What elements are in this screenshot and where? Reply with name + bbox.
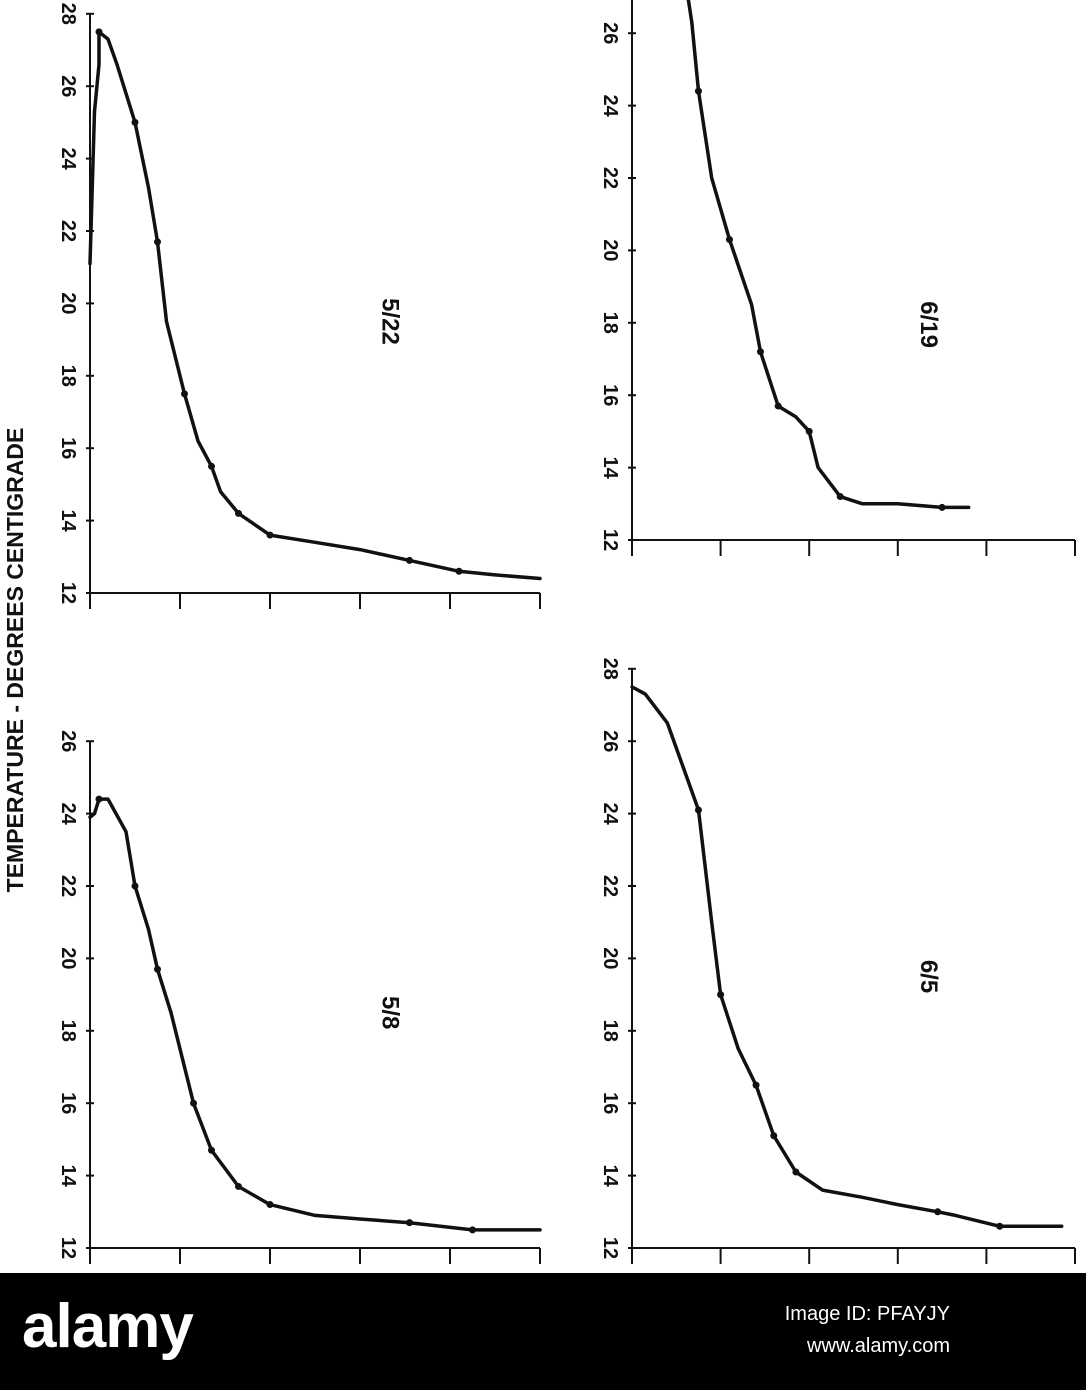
panel-date-label: 5/22 [377, 298, 404, 345]
data-point [131, 882, 139, 890]
temperature-tick-label: 24 [57, 802, 79, 825]
temperature-profile-line [630, 685, 1064, 1229]
y-axis-title: TEMPERATURE - DEGREES CENTIGRADE [2, 428, 28, 893]
data-point [934, 1208, 942, 1216]
stock-watermark-banner: alamy Image ID: PFAYJY www.alamy.com [0, 1273, 1086, 1390]
temperature-tick-label: 14 [599, 1164, 621, 1187]
data-point [996, 1222, 1004, 1230]
panel-date-label: 6/5 [915, 960, 942, 993]
data-point [694, 87, 702, 95]
temperature-tick-label: 22 [57, 875, 79, 897]
image-url-text: www.alamy.com [807, 1335, 950, 1357]
data-point [235, 509, 242, 517]
data-point [792, 1168, 800, 1176]
panel-date-label: 5/8 [377, 996, 404, 1029]
alamy-logo: alamy [22, 1292, 194, 1361]
temperature-tick-label: 20 [599, 239, 621, 261]
data-point [181, 390, 188, 398]
temperature-tick-label: 22 [599, 167, 621, 189]
temperature-tick-label: 16 [57, 437, 79, 459]
data-point [938, 503, 946, 511]
data-point [131, 118, 139, 126]
temperature-tick-label: 16 [599, 384, 621, 406]
data-point [95, 795, 103, 803]
temperature-tick-label: 26 [599, 22, 621, 44]
temperature-tick-label: 20 [57, 947, 79, 969]
temperature-profile-line [88, 30, 542, 581]
data-point [190, 1099, 197, 1107]
temperature-tick-label: 12 [57, 1237, 79, 1259]
data-point [208, 1146, 215, 1154]
temperature-tick-label: 24 [57, 147, 79, 170]
panel-6-5: 12141618202224262802468106/5 [599, 658, 1076, 1264]
data-point [836, 493, 844, 501]
temperature-tick-label: 20 [57, 292, 79, 314]
temperature-profile-line [88, 797, 542, 1232]
data-point [406, 556, 413, 564]
temperature-tick-label: 12 [599, 1237, 621, 1259]
temperature-tick-label: 14 [57, 1164, 79, 1187]
temperature-tick-label: 18 [57, 365, 79, 387]
data-point [752, 1081, 760, 1089]
data-point [725, 236, 733, 244]
temperature-tick-label: 12 [599, 529, 621, 551]
chart-figure: 12 14 16 18 20 22 24 26 28 5/22 12 14 16 18 20 22 24 26 6/… [2, 0, 1076, 1264]
temperature-tick-label: 28 [57, 3, 79, 25]
data-point [95, 28, 103, 36]
temperature-tick-label: 16 [57, 1092, 79, 1114]
temperature-tick-label: 20 [599, 947, 621, 969]
data-point [694, 806, 702, 814]
temperature-tick-label: 14 [599, 456, 621, 479]
panel-6-19: 12 14 16 18 20 22 24 26 6/19 [599, 0, 1076, 556]
temperature-tick-label: 24 [599, 802, 621, 825]
data-point [805, 427, 813, 435]
temperature-tick-label: 26 [57, 730, 79, 752]
temperature-tick-label: 24 [599, 94, 621, 117]
data-point [235, 1182, 242, 1190]
temperature-tick-label: 14 [57, 509, 79, 532]
temperature-tick-label: 26 [599, 730, 621, 752]
data-point [717, 991, 725, 999]
data-point [208, 462, 215, 470]
data-point [770, 1132, 778, 1140]
temperature-tick-label: 12 [57, 582, 79, 604]
temperature-tick-label: 28 [599, 658, 621, 680]
temperature-tick-label: 18 [57, 1020, 79, 1042]
panel-5-8: 121416182022242602468105/8 [57, 730, 542, 1264]
temperature-profile-line [686, 0, 971, 510]
temperature-tick-label: 18 [599, 312, 621, 334]
data-point [266, 1201, 274, 1209]
panel-date-label: 6/19 [915, 301, 942, 348]
temperature-tick-label: 22 [57, 220, 79, 242]
data-point [774, 402, 782, 410]
temperature-tick-label: 18 [599, 1020, 621, 1042]
image-id-text: Image ID: PFAYJY [784, 1303, 950, 1325]
temperature-tick-label: 22 [599, 875, 621, 897]
data-point [266, 531, 274, 539]
data-point [469, 1226, 476, 1234]
data-point [455, 567, 463, 575]
data-point [154, 965, 161, 973]
panel-5-22: 12 14 16 18 20 22 24 26 28 5/22 [57, 3, 542, 609]
temperature-tick-label: 16 [599, 1092, 621, 1114]
data-point [154, 238, 161, 246]
data-point [756, 348, 764, 356]
data-point [406, 1219, 413, 1227]
temperature-tick-label: 26 [57, 75, 79, 97]
